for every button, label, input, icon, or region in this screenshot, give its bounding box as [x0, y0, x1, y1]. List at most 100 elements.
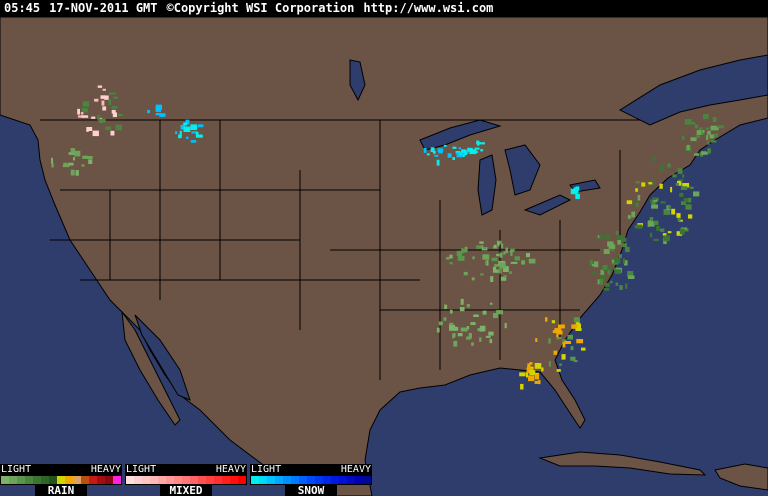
radar-echo: [576, 339, 584, 344]
radar-echo: [436, 159, 440, 166]
header-bar: 05:45 17-NOV-2011 GMT ©Copyright WSI Corpo…: [0, 0, 768, 17]
radar-echo: [438, 321, 443, 326]
radar-echo: [702, 130, 705, 133]
legend-swatch: [174, 476, 182, 484]
radar-echo: [520, 383, 524, 390]
legend-color-bar: [125, 475, 247, 485]
radar-echo: [481, 245, 484, 249]
legend-swatch: [1, 476, 9, 484]
legend-swatch: [299, 476, 307, 484]
radar-echo: [81, 164, 85, 167]
lake-superior: [419, 119, 502, 151]
radar-echo: [707, 130, 711, 135]
radar-echo: [610, 280, 613, 284]
radar-echo: [570, 356, 576, 361]
radar-echo: [97, 114, 100, 121]
legend-swatch: [198, 476, 206, 484]
radar-echo: [75, 170, 79, 176]
radar-echo: [605, 268, 612, 271]
legend-snow: LIGHT HEAVY SNOW: [250, 464, 372, 496]
gulf-of-st-lawrence: [618, 54, 768, 126]
radar-echo: [185, 136, 189, 139]
radar-echo: [710, 140, 717, 143]
radar-echo: [528, 375, 535, 382]
radar-echo: [479, 329, 485, 332]
radar-echo: [696, 130, 702, 135]
radar-echo: [77, 108, 80, 115]
radar-echo: [110, 130, 115, 136]
radar-echo: [482, 254, 490, 260]
radar-echo: [663, 209, 671, 215]
radar-echo: [607, 241, 614, 247]
radar-echo: [534, 363, 542, 369]
legend-heavy-label: HEAVY: [215, 464, 246, 475]
radar-echo: [111, 109, 116, 114]
legend-swatch: [134, 476, 142, 484]
radar-echo: [446, 257, 450, 260]
radar-echo: [659, 183, 663, 189]
date: 17-NOV-2011 GMT: [49, 1, 158, 15]
radar-echo: [432, 150, 436, 154]
radar-echo: [478, 142, 485, 145]
radar-echo: [496, 253, 500, 257]
lake-michigan: [477, 154, 497, 216]
radar-echo: [556, 337, 562, 340]
legend-swatch: [214, 476, 222, 484]
radar-echo: [615, 282, 619, 286]
legend-light-label: LIGHT: [1, 464, 32, 475]
radar-echo: [700, 130, 705, 135]
radar-echo: [682, 135, 685, 140]
radar-echo: [600, 274, 606, 281]
radar-echo: [493, 244, 497, 248]
radar-echo: [693, 191, 700, 197]
radar-echo: [457, 333, 463, 337]
radar-echo: [608, 244, 616, 249]
radar-echo: [73, 157, 75, 161]
radar-echo: [491, 257, 498, 262]
radar-echo: [548, 338, 551, 344]
url-link[interactable]: http://www.wsi.com: [363, 1, 494, 15]
legend-color-bar: [250, 475, 372, 485]
radar-echo: [449, 324, 456, 331]
radar-echo: [556, 330, 563, 335]
radar-echo: [51, 157, 53, 164]
radar-echo: [615, 231, 619, 235]
radar-echo: [529, 370, 536, 376]
radar-echo: [476, 245, 482, 249]
radar-echo: [62, 164, 70, 168]
radar-echo: [635, 181, 641, 184]
legend-swatch: [49, 476, 57, 484]
radar-echo: [575, 320, 580, 326]
radar-echo: [564, 341, 571, 344]
radar-echo: [477, 328, 481, 332]
legend-swatch: [126, 476, 134, 484]
legend-swatch: [323, 476, 331, 484]
radar-echo: [614, 257, 621, 264]
radar-echo: [556, 369, 561, 372]
radar-echo: [449, 322, 454, 326]
radar-echo: [548, 361, 551, 367]
legend-light-label: LIGHT: [126, 464, 157, 475]
hispaniola: [714, 463, 768, 491]
lake-erie: [523, 194, 572, 216]
radar-echo: [667, 205, 671, 210]
radar-echo: [694, 153, 700, 156]
radar-echo: [504, 323, 507, 329]
radar-echo: [699, 128, 702, 131]
radar-echo: [463, 271, 468, 276]
radar-echo: [652, 200, 656, 205]
radar-echo: [195, 131, 199, 137]
legend-swatch: [97, 476, 105, 484]
radar-echo: [651, 179, 655, 185]
radar-echo: [612, 262, 619, 265]
radar-echo: [70, 169, 75, 176]
radar-echo: [707, 148, 711, 154]
legend-swatch: [182, 476, 190, 484]
legend-swatch: [331, 476, 339, 484]
radar-echo: [659, 228, 665, 232]
legend-color-bar: [0, 475, 122, 485]
radar-echo: [677, 168, 683, 174]
radar-echo: [88, 159, 93, 164]
radar-echo: [455, 151, 461, 154]
legend-mixed: LIGHT HEAVY MIXED: [125, 464, 247, 496]
